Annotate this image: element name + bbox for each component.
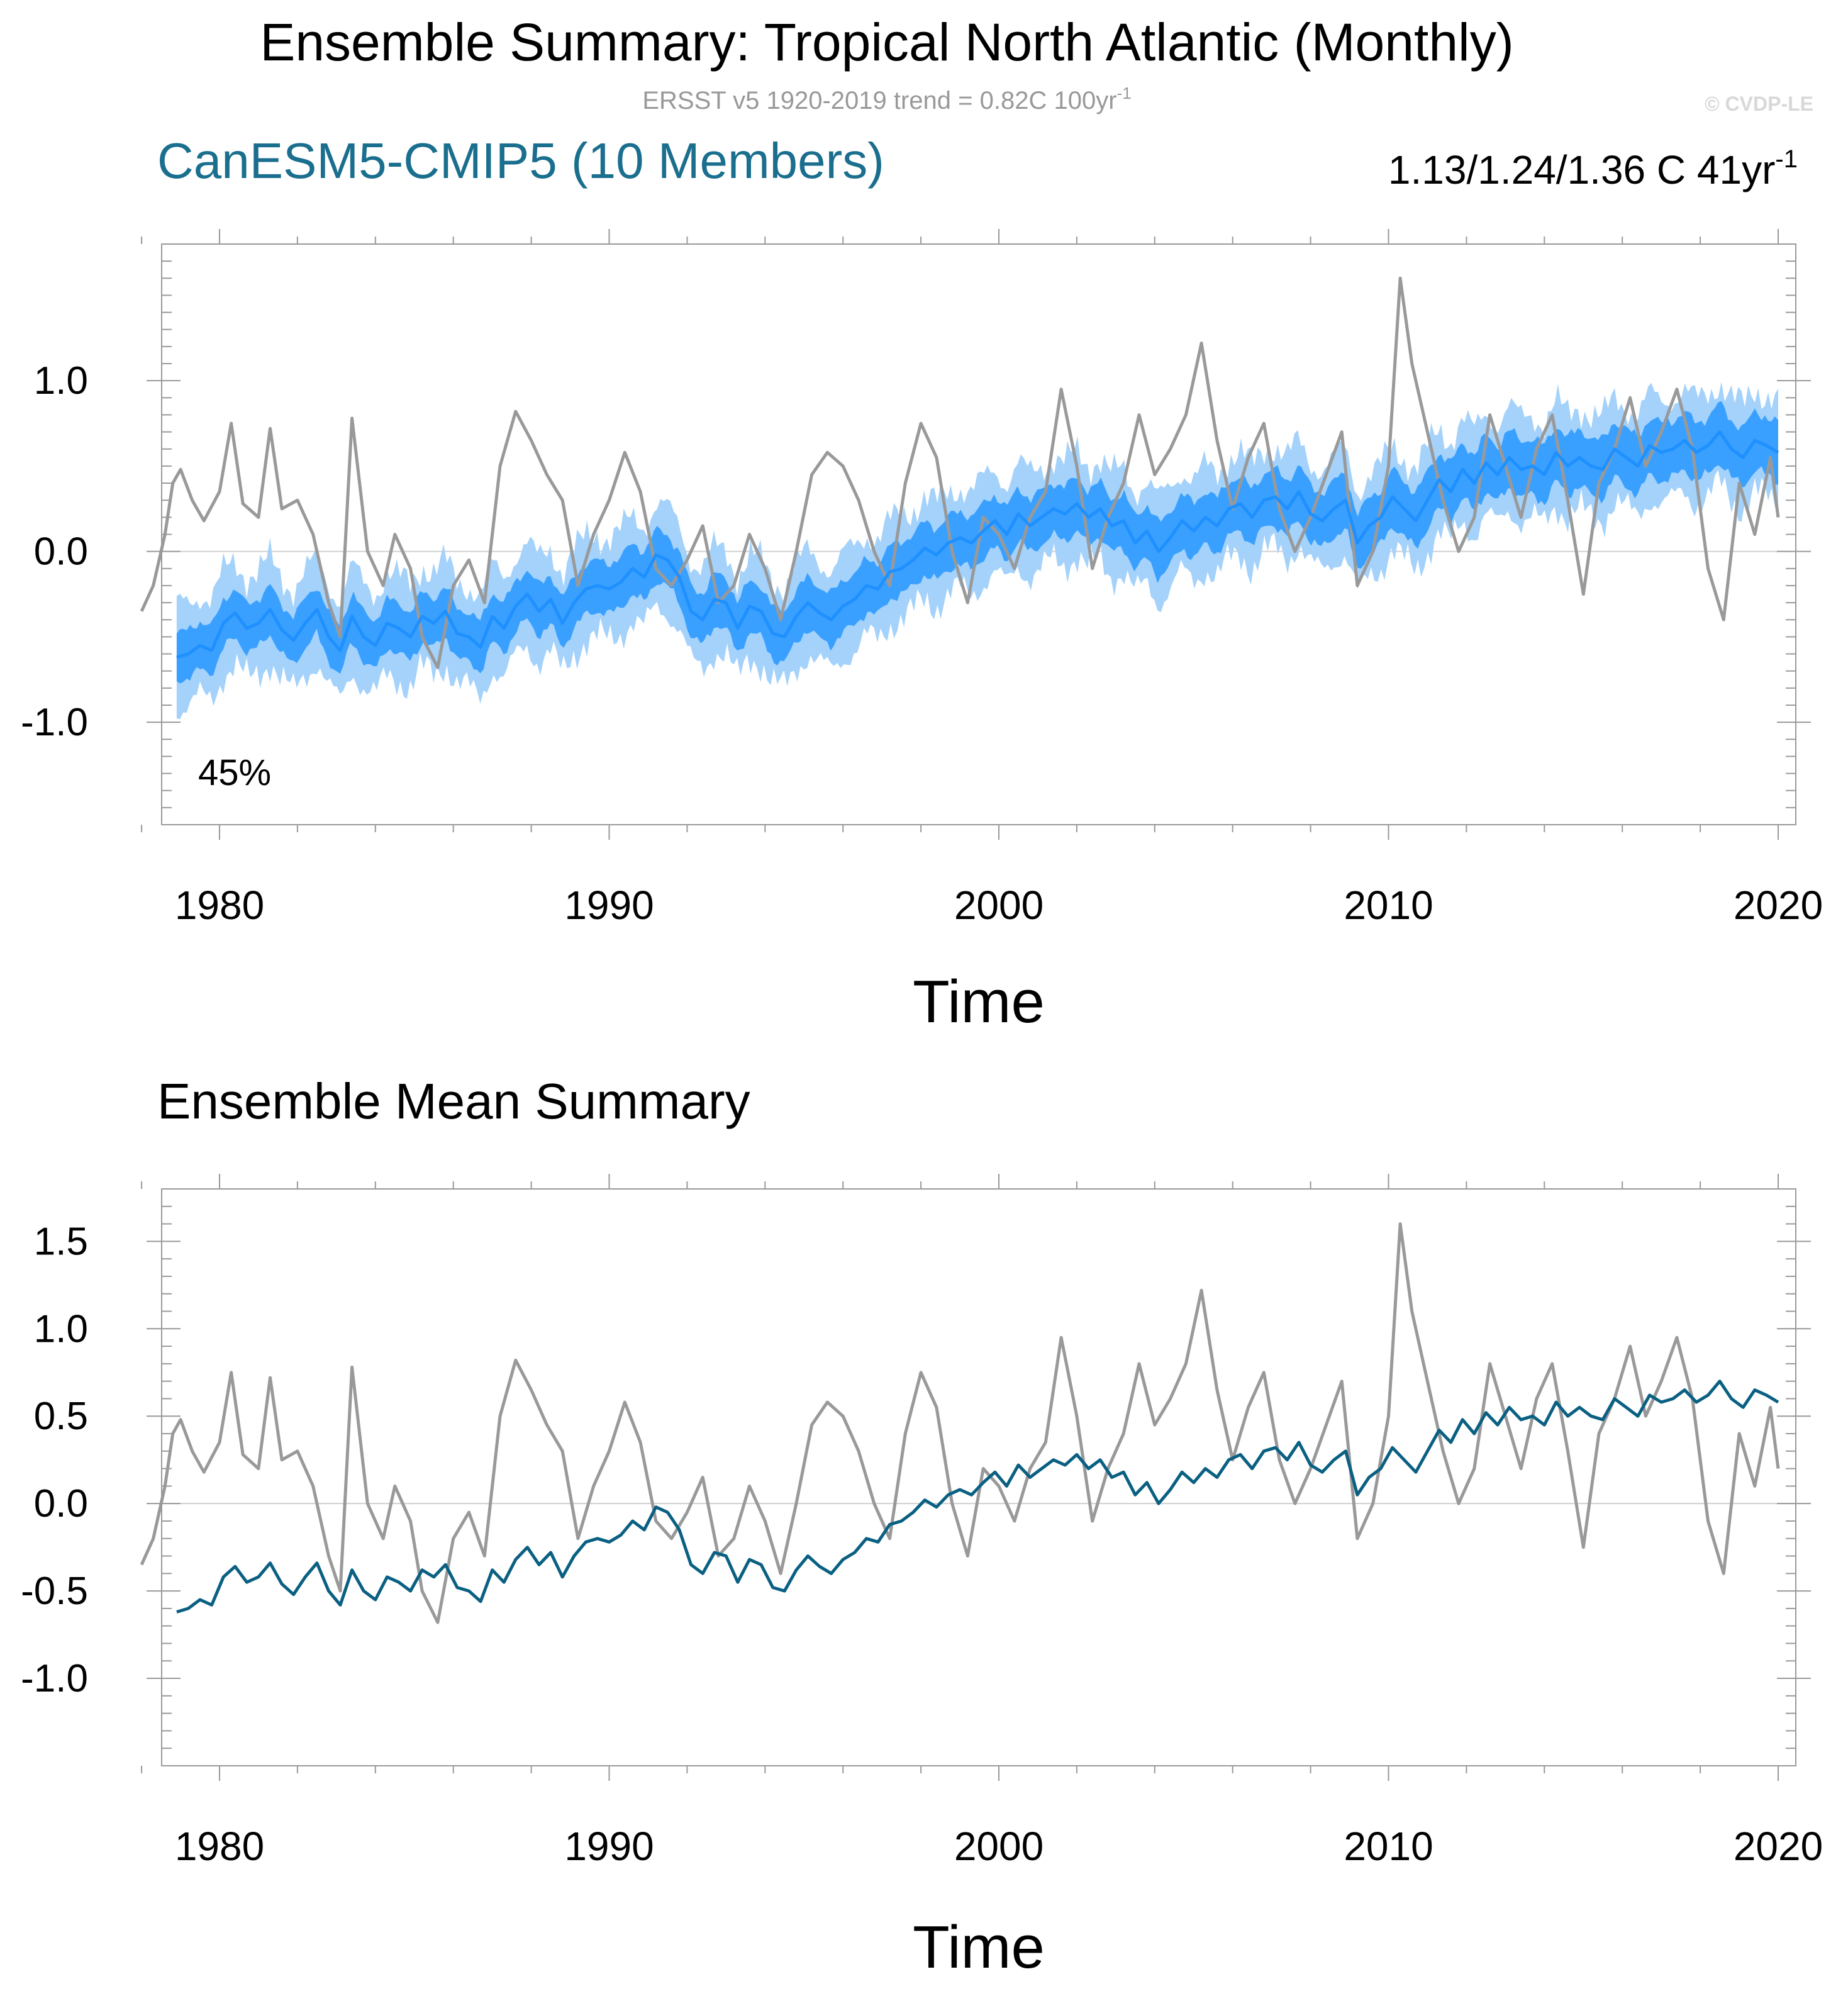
x-tick-labels: 1980 1990 2000 2010 2020 <box>175 883 1823 928</box>
x-axis-title: Time <box>913 1914 1045 1981</box>
x-tick-labels: 1980 1990 2000 2010 2020 <box>175 1824 1823 1869</box>
y-tick-labels: -1.0 0.0 1.0 <box>21 359 88 744</box>
observations-series <box>140 276 1780 669</box>
observations-line <box>140 276 1780 669</box>
x-tick-label: 2000 <box>954 883 1044 928</box>
axes <box>141 1174 1811 1781</box>
ensemble-mean-series <box>176 1380 1779 1614</box>
x-tick-label: 1990 <box>564 1824 654 1869</box>
y-tick-label: -1.0 <box>21 701 88 744</box>
observations-line <box>140 1222 1780 1624</box>
model-trend-label: 1.13/1.24/1.36 C 41yr-1 <box>1388 145 1798 192</box>
y-tick-label: 0.0 <box>34 1482 88 1525</box>
obs-trend-text: ERSST v5 1920-2019 trend = 0.82C 100yr <box>642 87 1116 114</box>
obs-trend-subtitle: ERSST v5 1920-2019 trend = 0.82C 100yr-1 <box>642 84 1131 114</box>
y-tick-label: 1.0 <box>34 1307 88 1351</box>
y-tick-label: -1.0 <box>21 1657 88 1700</box>
y-tick-label: -0.5 <box>21 1569 88 1613</box>
ensemble-mean-line <box>176 1380 1779 1614</box>
y-tick-label: 0.0 <box>34 530 88 574</box>
ensemble-mean-series <box>176 430 1779 659</box>
model-trend-sup: -1 <box>1775 145 1798 173</box>
y-tick-label: 1.5 <box>34 1220 88 1263</box>
ensemble-mean-panel: -1.0 -0.5 0.0 0.5 1.0 1.5 1980 1990 2000 2010 202… <box>21 1174 1823 1981</box>
y-tick-label: 1.0 <box>34 359 88 403</box>
x-tick-label: 2010 <box>1344 1824 1433 1869</box>
copyright-label: © CVDP-LE <box>1705 92 1813 115</box>
plot-frame <box>161 1188 1796 1766</box>
ensemble-mean-line <box>176 430 1779 659</box>
ensemble-summary-panel: -1.0 0.0 1.0 1980 1990 2000 2010 2020 45% Time <box>21 229 1823 1035</box>
model-title: CanESM5-CMIP5 (10 Members) <box>157 133 884 189</box>
percent-label: 45% <box>198 752 271 793</box>
axes <box>141 229 1811 840</box>
x-tick-label: 2020 <box>1734 883 1823 928</box>
model-trend-text: 1.13/1.24/1.36 C 41yr <box>1388 147 1776 192</box>
y-tick-labels: -1.0 -0.5 0.0 0.5 1.0 1.5 <box>21 1220 88 1700</box>
y-tick-label: 0.5 <box>34 1395 88 1438</box>
x-tick-label: 1990 <box>564 883 654 928</box>
x-tick-label: 1980 <box>175 883 264 928</box>
x-tick-label: 2020 <box>1734 1824 1823 1869</box>
x-tick-label: 2000 <box>954 1824 1044 1869</box>
main-title: Ensemble Summary: Tropical North Atlanti… <box>260 13 1513 72</box>
x-tick-label: 2010 <box>1344 883 1433 928</box>
observations-series <box>140 1222 1780 1624</box>
lower-title: Ensemble Mean Summary <box>157 1073 750 1129</box>
obs-trend-sup: -1 <box>1117 84 1132 103</box>
x-tick-label: 1980 <box>175 1824 264 1869</box>
x-axis-title: Time <box>913 968 1045 1035</box>
